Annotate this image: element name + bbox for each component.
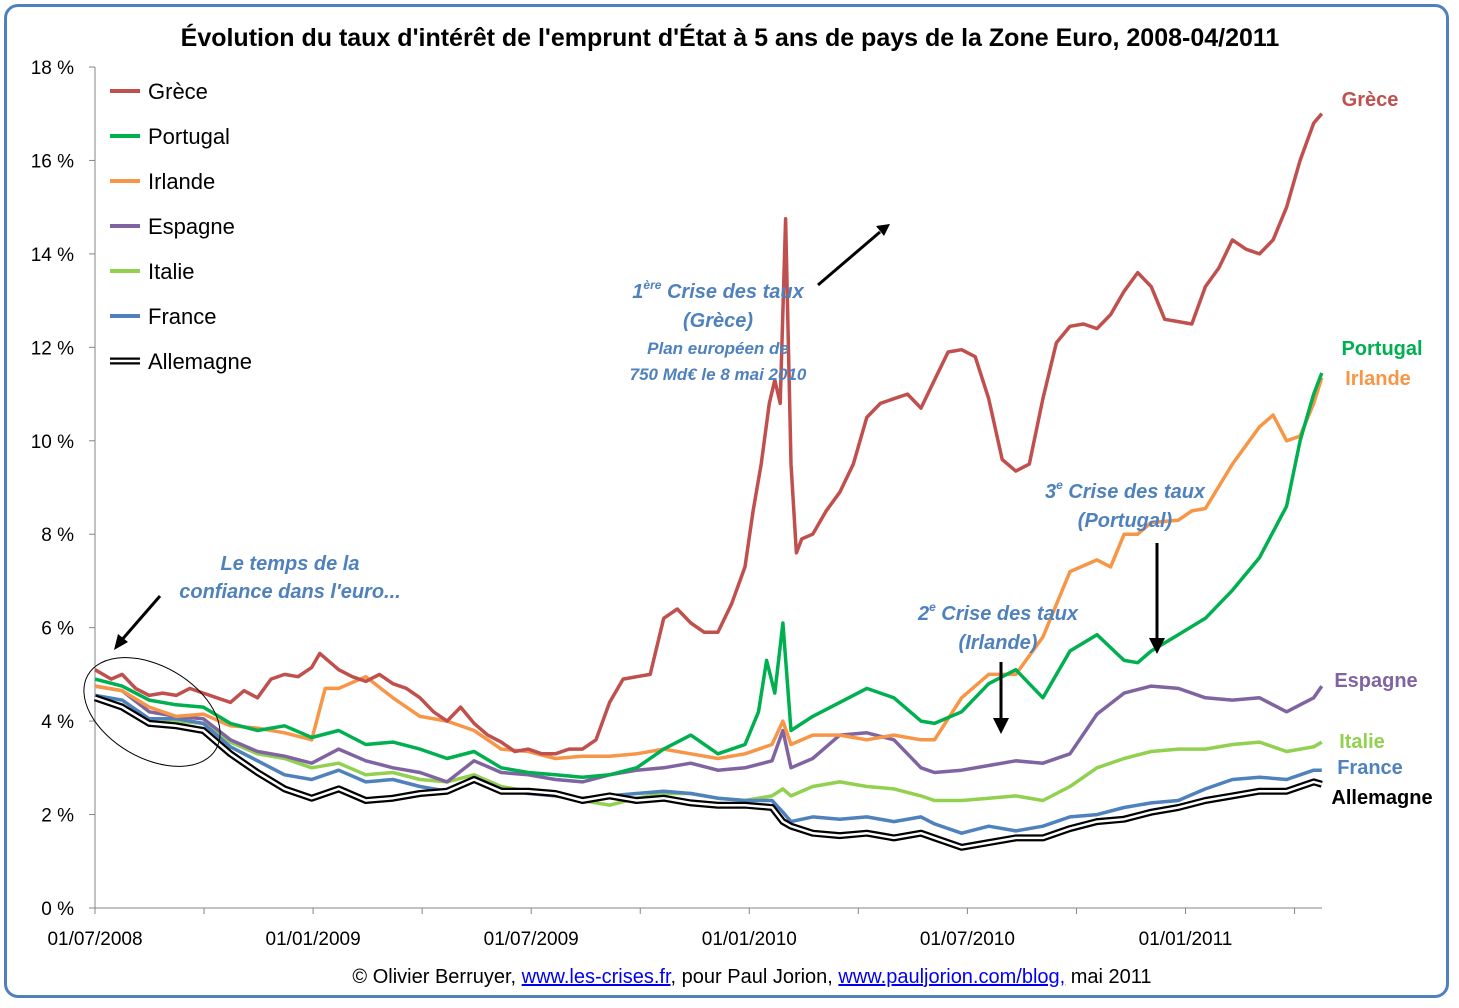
end-label: France: [1337, 757, 1403, 779]
footer-suffix: mai 2011: [1065, 966, 1151, 988]
annotation-confidence: Le temps de la confiance dans l'euro...: [83, 553, 401, 767]
x-tick-label: 01/07/2008: [47, 929, 142, 950]
x-tick-label: 01/01/2009: [266, 929, 361, 950]
y-tick-label: 6 %: [41, 619, 74, 640]
legend-label: France: [148, 304, 216, 329]
annotation-crisis-1-line1: 1ère Crise des taux: [632, 278, 804, 303]
y-tick-label: 4 %: [41, 712, 74, 733]
legend-label: Allemagne: [148, 349, 252, 374]
y-tick-label: 0 %: [41, 899, 74, 920]
legend-label: Espagne: [148, 214, 235, 239]
annotation-crisis-3-line1: 3e Crise des taux: [1045, 478, 1206, 503]
legend-label: Irlande: [148, 169, 215, 194]
series-line-grece: [94, 112, 1324, 756]
y-tick-label: 8 %: [41, 525, 74, 546]
legend-label: Grèce: [148, 79, 208, 104]
crisis-1-arrow: [817, 230, 881, 287]
end-label: Grèce: [1342, 89, 1399, 111]
end-labels: Grèce Portugal Irlande Espagne Italie France A…: [1331, 89, 1432, 809]
series-line-allemagne: [94, 696, 1323, 849]
end-label: Espagne: [1334, 670, 1417, 692]
annotation-crisis-3: 3e Crise des taux (Portugal): [1045, 478, 1206, 654]
annotation-confidence-line1: Le temps de la: [221, 553, 360, 575]
end-label: Italie: [1339, 731, 1385, 753]
legend-label: Portugal: [148, 124, 230, 149]
legend-label: Italie: [148, 259, 194, 284]
annotation-confidence-line2: confiance dans l'euro...: [179, 581, 400, 603]
y-tick-label: 14 %: [31, 245, 74, 266]
confidence-arrow: [118, 595, 162, 643]
y-tick-label: 2 %: [41, 806, 74, 827]
annotation-crisis-2-line2: (Irlande): [959, 632, 1038, 654]
series-line-espagne: [94, 684, 1324, 784]
annotation-crisis-2: 2e Crise des taux (Irlande): [917, 600, 1079, 734]
annotation-crisis-2-line1: 2e Crise des taux: [917, 600, 1079, 625]
crisis-1-arrowhead: [876, 224, 890, 236]
end-label: Portugal: [1341, 338, 1422, 360]
x-tick-label: 01/07/2009: [484, 929, 579, 950]
end-label: Allemagne: [1331, 787, 1432, 809]
series-layer: [93, 112, 1324, 851]
footer-link-les-crises[interactable]: www.les-crises.fr: [521, 966, 672, 988]
series-line-irlande: [94, 377, 1324, 761]
confidence-ellipse: [83, 657, 221, 767]
axes: 0 % 2 % 4 % 6 % 8 % 10 % 12 % 14 % 16 % 18 % 01/07…: [31, 58, 1322, 950]
annotation-crisis-1-line3: Plan européen de: [647, 339, 789, 358]
series-line-portugal: [94, 372, 1324, 779]
y-tick-label: 12 %: [31, 338, 74, 359]
footer-middle: , pour Paul Jorion,: [671, 966, 839, 988]
chart-title: Évolution du taux d'intérêt de l'emprunt…: [181, 23, 1280, 52]
crisis-2-arrowhead: [993, 718, 1009, 734]
x-tick-label: 01/07/2010: [920, 929, 1015, 950]
annotation-crisis-1-line4: 750 Md€ le 8 mai 2010: [630, 365, 807, 384]
crisis-3-arrowhead: [1149, 638, 1165, 654]
footer-link-pauljorion[interactable]: www.pauljorion.com/blog,: [837, 966, 1065, 988]
legend: Grèce Portugal Irlande Espagne Italie France A…: [110, 79, 252, 374]
x-tick-label: 01/01/2011: [1139, 929, 1233, 950]
x-tick-label: 01/01/2010: [702, 929, 797, 950]
annotation-crisis-1-line2: (Grèce): [683, 310, 753, 332]
series-line-france: [94, 693, 1322, 835]
confidence-arrowhead: [114, 634, 128, 650]
footer-credit: © Olivier Berruyer, www.les-crises.fr, p…: [352, 966, 1151, 988]
end-label: Irlande: [1345, 368, 1411, 390]
y-tick-label: 18 %: [31, 58, 74, 79]
annotation-crisis-3-line2: (Portugal): [1078, 510, 1173, 532]
footer-prefix: © Olivier Berruyer,: [352, 966, 521, 988]
y-tick-label: 16 %: [31, 151, 74, 172]
y-tick-label: 10 %: [31, 432, 74, 453]
annotation-crisis-1: 1ère Crise des taux (Grèce) Plan europée…: [630, 224, 890, 384]
